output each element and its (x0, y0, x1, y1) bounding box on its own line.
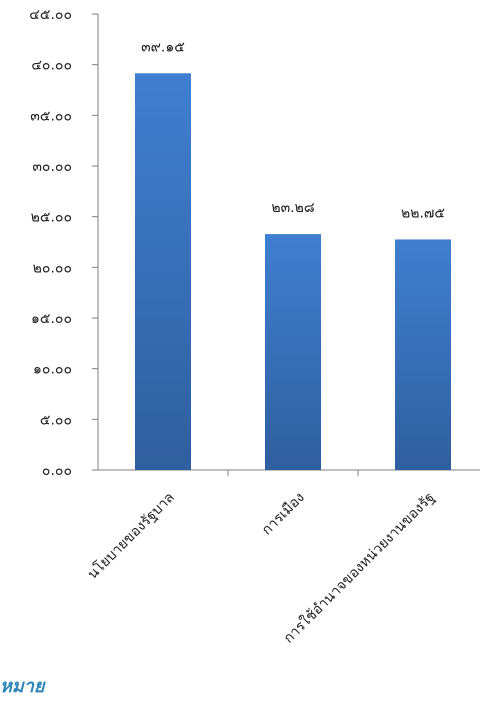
y-tick-label: ๒๕.๐๐ (31, 210, 72, 226)
bar (265, 234, 321, 470)
bars-layer (135, 73, 451, 470)
y-tick-label: ๔๐.๐๐ (31, 58, 72, 74)
axes-layer: ๐.๐๐ ๕.๐๐ ๑๐.๐๐ ๑๕.๐๐ ๒๐.๐๐ ๒๕.๐๐ ๓๐.๐๐ ๓๕.๐๐ ๔๐… (29, 7, 480, 479)
bar (135, 73, 191, 470)
bar-value-label: ๓๙.๑๕ (141, 39, 185, 55)
x-category-label: การใช้อำนาจของหน่วยงานของรัฐ (280, 489, 438, 647)
y-tick-label: ๔๕.๐๐ (29, 7, 72, 23)
y-tick-label: ๕.๐๐ (40, 412, 72, 428)
bar-value-label: ๒๒.๗๕ (401, 205, 445, 221)
y-tick-label: ๑๐.๐๐ (33, 362, 72, 378)
y-tick-label: ๒๐.๐๐ (33, 260, 72, 276)
footer-text: หมาย (0, 676, 45, 697)
y-tick-label: ๑๕.๐๐ (31, 311, 72, 327)
x-category-label: การเมือง (259, 490, 308, 539)
y-tick-label: ๐.๐๐ (42, 463, 72, 479)
bar (395, 239, 451, 470)
x-category-label: นโยบายของรัฐบาล (84, 489, 178, 583)
bar-value-label: ๒๓.๒๘ (271, 200, 314, 216)
y-tick-label: ๓๐.๐๐ (32, 159, 72, 175)
y-tick-label: ๓๕.๐๐ (30, 108, 72, 124)
